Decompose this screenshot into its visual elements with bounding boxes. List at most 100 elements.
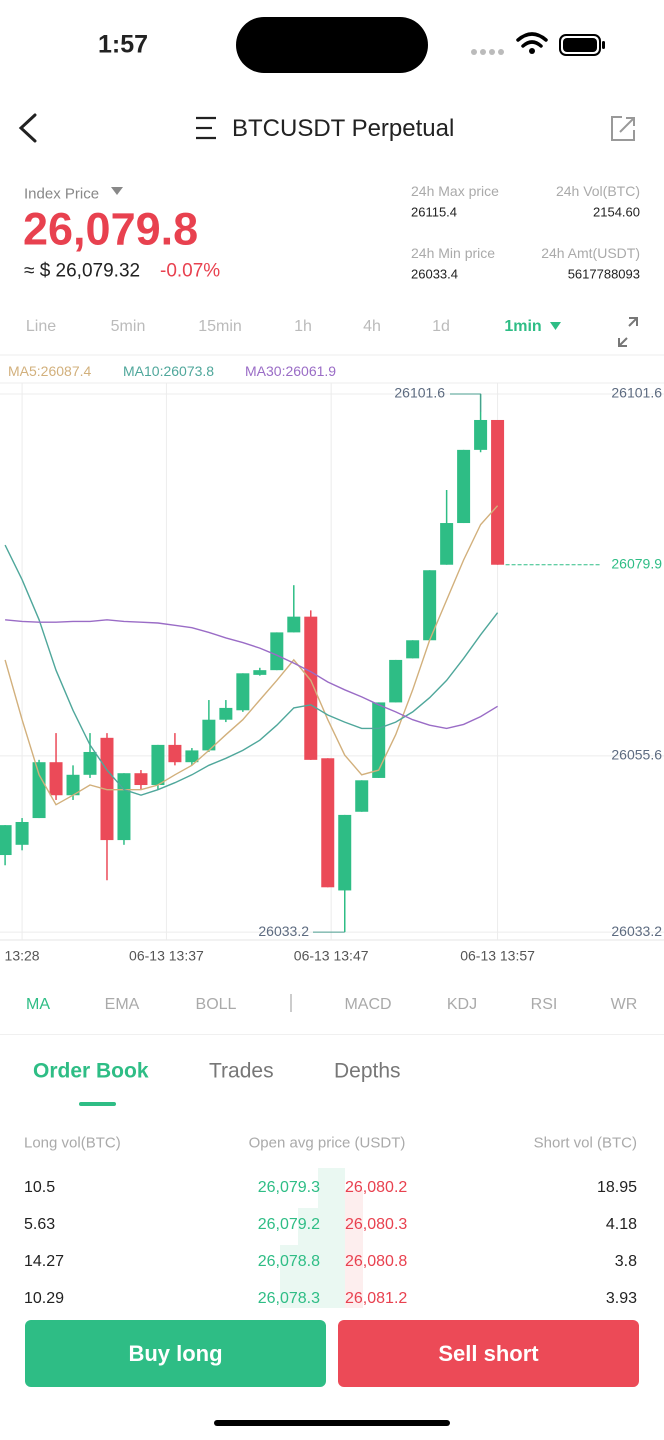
candle-body xyxy=(117,773,131,841)
candle-body xyxy=(253,670,267,675)
candle-body xyxy=(100,737,114,841)
indicator-tab[interactable]: EMA xyxy=(104,996,140,1013)
long-price: 26,078.3 xyxy=(257,1290,320,1307)
ma-line xyxy=(4,505,499,806)
legend-entry: MA30:26061.9 xyxy=(245,363,337,379)
candle-body xyxy=(219,707,233,720)
long-vol: 10.29 xyxy=(24,1290,65,1307)
battery xyxy=(559,34,601,56)
candle-body xyxy=(202,719,216,751)
candle-body xyxy=(287,616,301,633)
chrome-icons xyxy=(18,17,635,143)
short-vol: 4.18 xyxy=(605,1216,637,1233)
high-marker-line xyxy=(450,393,482,413)
long-price: 26,078.8 xyxy=(257,1253,320,1270)
long-vol: 14.27 xyxy=(24,1253,65,1270)
candle-body xyxy=(32,762,46,819)
interval-tab[interactable]: 15min xyxy=(198,318,242,335)
candle-body xyxy=(474,419,488,450)
stat-label: 24h Amt(USDT) xyxy=(541,245,640,261)
price-change: -0.07% xyxy=(160,260,221,282)
interval-tab[interactable]: Line xyxy=(25,318,57,335)
ma-line xyxy=(4,544,499,796)
indicator-tab[interactable]: MA xyxy=(26,996,50,1013)
back-button[interactable] xyxy=(18,113,37,143)
candle-body xyxy=(151,744,165,786)
short-price: 26,080.3 xyxy=(345,1216,408,1233)
x-tick-label: 06-13 13:37 xyxy=(129,948,204,964)
page-title: BTCUSDT Perpetual xyxy=(232,115,455,142)
depth-bars xyxy=(280,1168,363,1310)
column-header: Open avg price (USDT) xyxy=(248,1134,406,1152)
interval-tab[interactable]: 1h xyxy=(294,318,312,335)
candle-body xyxy=(236,673,250,711)
usd-price: ≈ $ 26,079.32 xyxy=(24,260,141,282)
stat-value: 26033.4 xyxy=(411,266,458,282)
index-label: Index Price xyxy=(24,185,100,203)
short-vol: 18.95 xyxy=(596,1179,637,1196)
candle-body xyxy=(406,640,420,659)
y-tick-label: 26033.2 xyxy=(611,923,662,939)
candle-body xyxy=(83,751,97,775)
candle-body xyxy=(270,632,284,671)
candle-body xyxy=(355,780,369,812)
candle-body xyxy=(372,702,386,778)
dropdown-icon[interactable] xyxy=(110,186,126,198)
notch xyxy=(236,17,428,73)
candle-body xyxy=(185,750,199,763)
order-book-tab[interactable]: Trades xyxy=(209,1059,274,1083)
indicator-tab[interactable]: MACD xyxy=(344,996,392,1013)
tab-underline xyxy=(79,1102,116,1106)
indicator-tab[interactable]: WR xyxy=(610,996,638,1013)
order-book-tab[interactable]: Order Book xyxy=(33,1059,149,1083)
wifi xyxy=(516,32,548,48)
legend-entry: MA5:26087.4 xyxy=(8,363,92,379)
candle-body xyxy=(0,825,12,856)
interval-tab[interactable]: 1d xyxy=(432,318,450,335)
status-time: 1:57 xyxy=(98,30,149,59)
stat-value: 2154.60 xyxy=(593,204,640,220)
interval-tab[interactable]: 1min xyxy=(504,318,542,335)
candle-body xyxy=(15,821,29,845)
signal xyxy=(471,49,504,55)
interval-tab[interactable]: 5min xyxy=(110,318,146,335)
divider xyxy=(0,1034,664,1035)
stat-label: 24h Min price xyxy=(411,245,496,261)
short-vol: 3.93 xyxy=(605,1290,637,1307)
interval-decor xyxy=(0,317,664,356)
stat-value: 26115.4 xyxy=(411,204,458,220)
indicator-tab[interactable]: KDJ xyxy=(446,996,478,1013)
indicator-tab[interactable]: BOLL xyxy=(195,996,237,1013)
candle-body xyxy=(457,449,471,524)
menu-icon[interactable] xyxy=(196,116,216,140)
low-marker-label: 26033.2 xyxy=(258,923,309,939)
candle-body xyxy=(168,744,182,763)
candle-body xyxy=(66,774,80,796)
y-tick-label: 26101.6 xyxy=(611,385,662,401)
candle-body xyxy=(423,570,437,641)
buy-long-button[interactable]: Buy long xyxy=(25,1320,326,1387)
short-vol: 3.8 xyxy=(614,1253,637,1270)
x-tick-label: 13:28 xyxy=(5,948,40,964)
fullscreen-icon[interactable] xyxy=(618,317,638,347)
interval-dropdown[interactable] xyxy=(550,322,562,332)
long-vol: 10.5 xyxy=(24,1179,56,1196)
order-book-tab[interactable]: Depths xyxy=(334,1059,401,1083)
short-price: 26,080.2 xyxy=(345,1179,408,1196)
candle-body xyxy=(389,659,403,703)
indicator-tab[interactable]: RSI xyxy=(530,996,558,1013)
candle-body xyxy=(134,773,148,786)
share-icon[interactable] xyxy=(611,116,635,141)
interval-tab[interactable]: 4h xyxy=(363,318,381,335)
sell-short-button[interactable]: Sell short xyxy=(338,1320,639,1387)
short-price: 26,080.8 xyxy=(345,1253,408,1270)
column-header: Long vol(BTC) xyxy=(24,1134,121,1152)
index-price: 26,079.8 xyxy=(23,203,199,255)
divider xyxy=(290,994,292,1012)
long-vol: 5.63 xyxy=(24,1216,56,1233)
kline-chart: 13:28 06-13 13:37 06-13 13:47 06-13 13:57 26… xyxy=(0,382,664,964)
candle-body xyxy=(304,616,318,760)
high-marker-label: 26101.6 xyxy=(394,385,445,401)
stat-label: 24h Vol(BTC) xyxy=(555,183,640,199)
